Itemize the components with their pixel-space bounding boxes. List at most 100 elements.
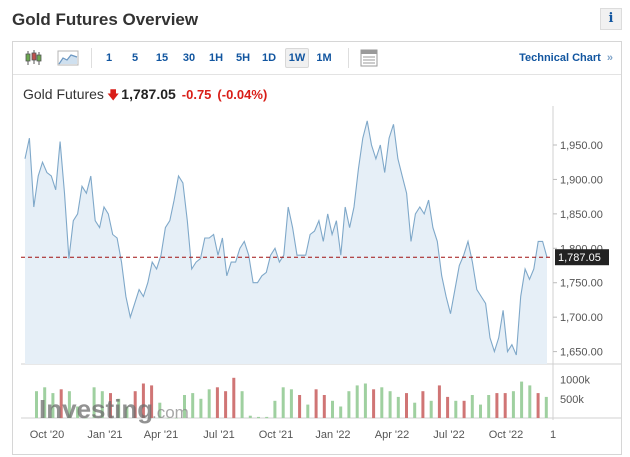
- interval-15[interactable]: 15: [155, 52, 169, 64]
- price-chart[interactable]: 1,950.001,900.001,850.001,800.001,750.00…: [13, 42, 621, 454]
- volume-bar: [322, 395, 326, 418]
- volume-bar: [224, 391, 228, 418]
- volume-bar: [413, 402, 417, 418]
- volume-bar: [150, 385, 154, 418]
- x-tick-label: Jul '22: [433, 429, 464, 441]
- price-change-percent: (-0.04%): [217, 87, 268, 102]
- volume-bar: [396, 396, 400, 418]
- x-tick-label: Jan '21: [87, 429, 122, 441]
- volume-bar: [191, 393, 195, 418]
- volume-bar: [331, 400, 334, 419]
- volume-bar: [470, 395, 474, 418]
- volume-bar: [215, 387, 219, 418]
- volume-bar: [544, 396, 548, 418]
- volume-bar: [67, 391, 71, 418]
- volume-bar: [248, 415, 252, 418]
- volume-bar: [479, 404, 482, 418]
- volume-bar: [355, 385, 359, 418]
- volume-bar: [109, 393, 112, 418]
- volume-bar: [495, 393, 499, 418]
- interval-1d[interactable]: 1D: [261, 52, 277, 64]
- volume-bar: [183, 395, 186, 418]
- table-icon[interactable]: [359, 48, 379, 68]
- interval-5[interactable]: 5: [131, 52, 139, 64]
- y-tick-label: 1,650.00: [560, 347, 603, 359]
- y-tick-label: 1,900.00: [560, 174, 603, 186]
- last-price-badge: [555, 249, 609, 266]
- volume-bar: [363, 383, 367, 418]
- info-icon[interactable]: i: [600, 8, 622, 30]
- interval-1[interactable]: 1: [105, 52, 113, 64]
- candlestick-icon[interactable]: [23, 48, 43, 68]
- interval-5h[interactable]: 5H: [235, 52, 251, 64]
- volume-bar: [339, 406, 343, 418]
- volume-bar: [429, 400, 433, 419]
- down-arrow-icon: 🡇: [106, 88, 120, 102]
- volume-bar: [240, 391, 244, 418]
- volume-bar: [437, 385, 441, 418]
- volume-bar: [51, 393, 55, 418]
- technical-chart-label: Technical Chart: [519, 52, 601, 64]
- volume-bar: [125, 406, 129, 418]
- volume-bar: [462, 400, 466, 419]
- y-tick-label: 1,950.00: [560, 140, 603, 152]
- volume-bar: [454, 400, 458, 419]
- chart-panel: 1 5 15 30 1H 5H 1D 1W 1M Technical Chart…: [12, 41, 622, 455]
- volume-bar: [141, 383, 145, 418]
- volume-bar: [76, 406, 80, 418]
- volume-tick-label: 500k: [560, 394, 584, 406]
- area-chart-icon[interactable]: [57, 48, 79, 68]
- price-area: [25, 120, 547, 365]
- volume-bar: [347, 391, 351, 418]
- volume-bar: [298, 395, 302, 418]
- volume-tick-label: 1000k: [560, 375, 590, 387]
- volume-bar: [289, 389, 293, 419]
- volume-bar: [446, 396, 450, 418]
- x-tick-label: Apr '22: [375, 429, 410, 441]
- interval-1w[interactable]: 1W: [285, 48, 309, 68]
- toolbar-separator: [91, 48, 92, 68]
- volume-bar: [421, 391, 425, 418]
- volume-bar: [380, 387, 384, 418]
- price-line: [24, 120, 548, 356]
- y-tick-label: 1,750.00: [560, 278, 603, 290]
- instrument-name: Gold Futures: [23, 86, 104, 102]
- page-header: Gold Futures Overview i: [12, 8, 622, 32]
- interval-1h[interactable]: 1H: [208, 52, 224, 64]
- volume-bar: [306, 404, 310, 418]
- x-tick-label: Oct '22: [489, 429, 524, 441]
- x-tick-label: Oct '20: [30, 429, 65, 441]
- volume-bar: [92, 387, 96, 418]
- volume-bar: [257, 416, 260, 419]
- interval-1m[interactable]: 1M: [316, 52, 332, 64]
- volume-bar: [405, 393, 408, 418]
- volume-bar: [35, 391, 38, 418]
- volume-bar: [314, 389, 318, 419]
- x-tick-label: Jul '21: [203, 429, 234, 441]
- volume-bar: [199, 398, 203, 418]
- y-tick-label: 1,700.00: [560, 312, 603, 324]
- volume-bar: [520, 381, 524, 418]
- technical-chart-link[interactable]: Technical Chart »: [519, 48, 613, 68]
- price-change: -0.75: [181, 87, 212, 102]
- volume-bar: [117, 398, 121, 418]
- interval-30[interactable]: 30: [182, 52, 196, 64]
- volume-bar: [100, 391, 104, 418]
- investing-watermark: Investing: [39, 394, 153, 424]
- x-tick-label: Apr '21: [144, 429, 179, 441]
- volume-bar: [158, 402, 162, 418]
- x-tick-label: Jan '22: [315, 429, 350, 441]
- chevron-right-icon: »: [606, 52, 613, 64]
- last-price-label: 1,787.05: [558, 252, 601, 264]
- page-title: Gold Futures Overview: [12, 10, 199, 29]
- volume-bar: [59, 389, 63, 419]
- volume-bar: [133, 391, 137, 418]
- volume-bar: [43, 387, 47, 418]
- volume-bar: [536, 393, 540, 418]
- volume-bar: [503, 393, 507, 418]
- volume-bar: [273, 400, 277, 419]
- volume-bar: [528, 385, 532, 418]
- toolbar-separator: [348, 48, 349, 68]
- y-tick-label: 1,850.00: [560, 209, 603, 221]
- x-tick-label: 1: [550, 429, 556, 441]
